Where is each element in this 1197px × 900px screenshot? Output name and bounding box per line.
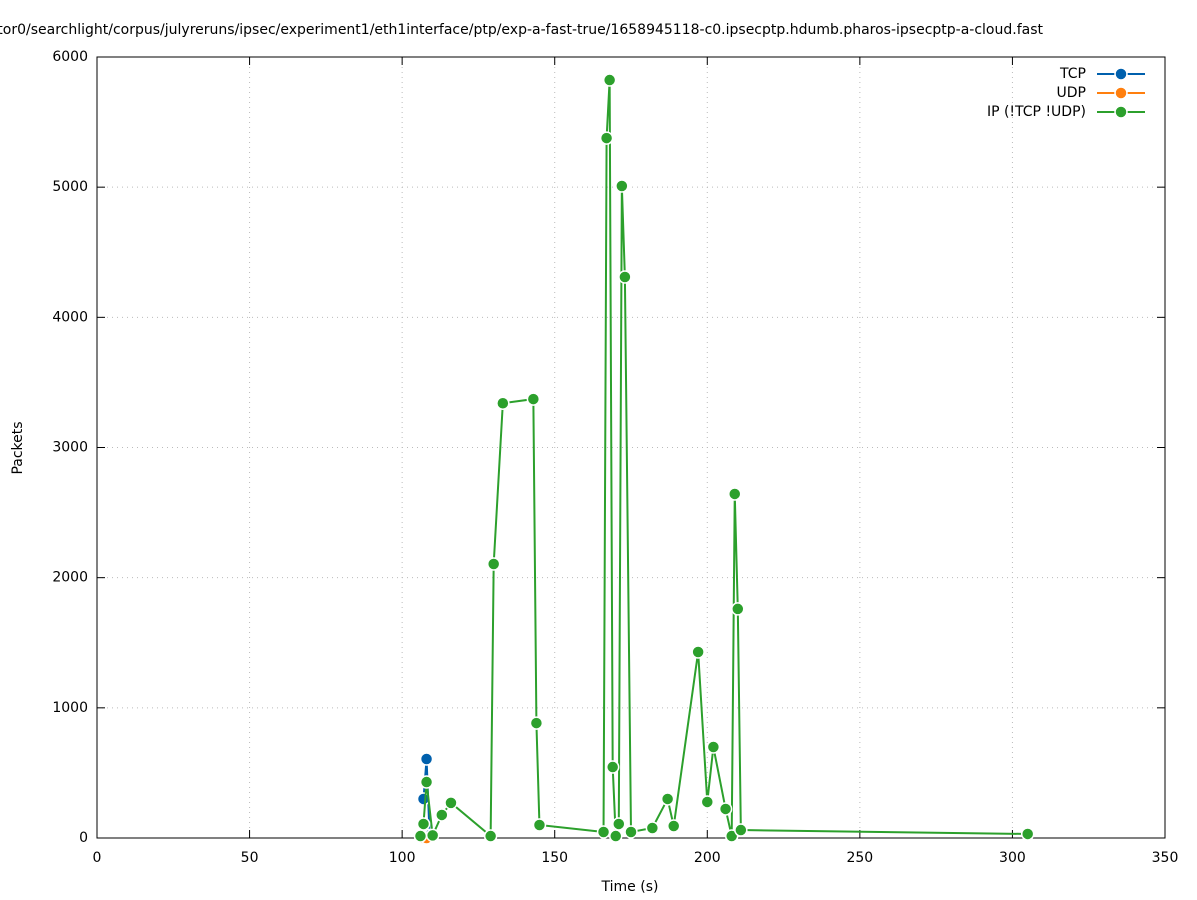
data-point	[1020, 827, 1035, 841]
data-point	[691, 645, 705, 659]
data-point	[618, 270, 632, 284]
data-point	[718, 802, 733, 816]
x-tick-label: 0	[93, 850, 102, 866]
data-point	[706, 740, 721, 754]
data-point	[435, 808, 449, 822]
data-point	[526, 392, 541, 406]
x-tick-label: 250	[846, 850, 873, 866]
data-point	[496, 396, 510, 410]
x-tick-label: 100	[389, 850, 416, 866]
data-point	[425, 828, 440, 843]
data-point	[529, 716, 544, 730]
chart-title: stor0/searchlight/corpus/julyreruns/ipse…	[0, 22, 1044, 38]
x-tick-label: 150	[541, 850, 568, 866]
x-tick-label: 300	[999, 850, 1026, 866]
y-tick-label: 1000	[52, 700, 88, 716]
data-point	[727, 487, 742, 501]
data-point	[486, 557, 501, 571]
legend-swatch-point	[1114, 86, 1128, 100]
data-point	[608, 829, 623, 843]
data-point	[596, 825, 611, 839]
data-point	[419, 775, 434, 789]
data-point	[416, 817, 431, 831]
data-point	[660, 792, 675, 806]
x-tick-label: 50	[241, 850, 259, 866]
y-tick-label: 0	[79, 830, 88, 846]
y-axis-label: Packets	[10, 421, 26, 474]
x-axis-label: Time (s)	[601, 879, 659, 895]
data-point	[599, 131, 614, 145]
data-point	[444, 796, 458, 810]
legend-swatch-point	[1114, 105, 1128, 119]
data-point	[734, 823, 748, 837]
data-point	[532, 818, 547, 832]
legend-label: UDP	[1057, 85, 1086, 101]
y-tick-label: 3000	[52, 440, 88, 456]
legend-label: TCP	[1059, 66, 1086, 82]
legend-label: IP (!TCP !UDP)	[987, 104, 1086, 120]
data-point	[666, 819, 681, 833]
legend-swatch-point	[1114, 67, 1128, 81]
data-point	[419, 752, 434, 766]
x-tick-label: 200	[694, 850, 721, 866]
data-point	[605, 760, 620, 774]
x-tick-label: 350	[1152, 850, 1179, 866]
y-tick-label: 2000	[52, 570, 88, 586]
data-point	[602, 73, 617, 87]
data-point	[615, 179, 629, 193]
y-tick-label: 6000	[52, 49, 88, 65]
series-line	[419, 79, 1028, 840]
data-point	[612, 817, 626, 831]
data-point	[724, 829, 739, 843]
data-point	[624, 825, 638, 839]
data-point	[731, 602, 745, 616]
data-point	[483, 829, 498, 843]
data-point	[700, 795, 715, 809]
data-point	[645, 821, 660, 835]
y-tick-label: 4000	[52, 309, 88, 325]
y-tick-label: 5000	[52, 179, 88, 195]
data-point	[413, 829, 428, 843]
